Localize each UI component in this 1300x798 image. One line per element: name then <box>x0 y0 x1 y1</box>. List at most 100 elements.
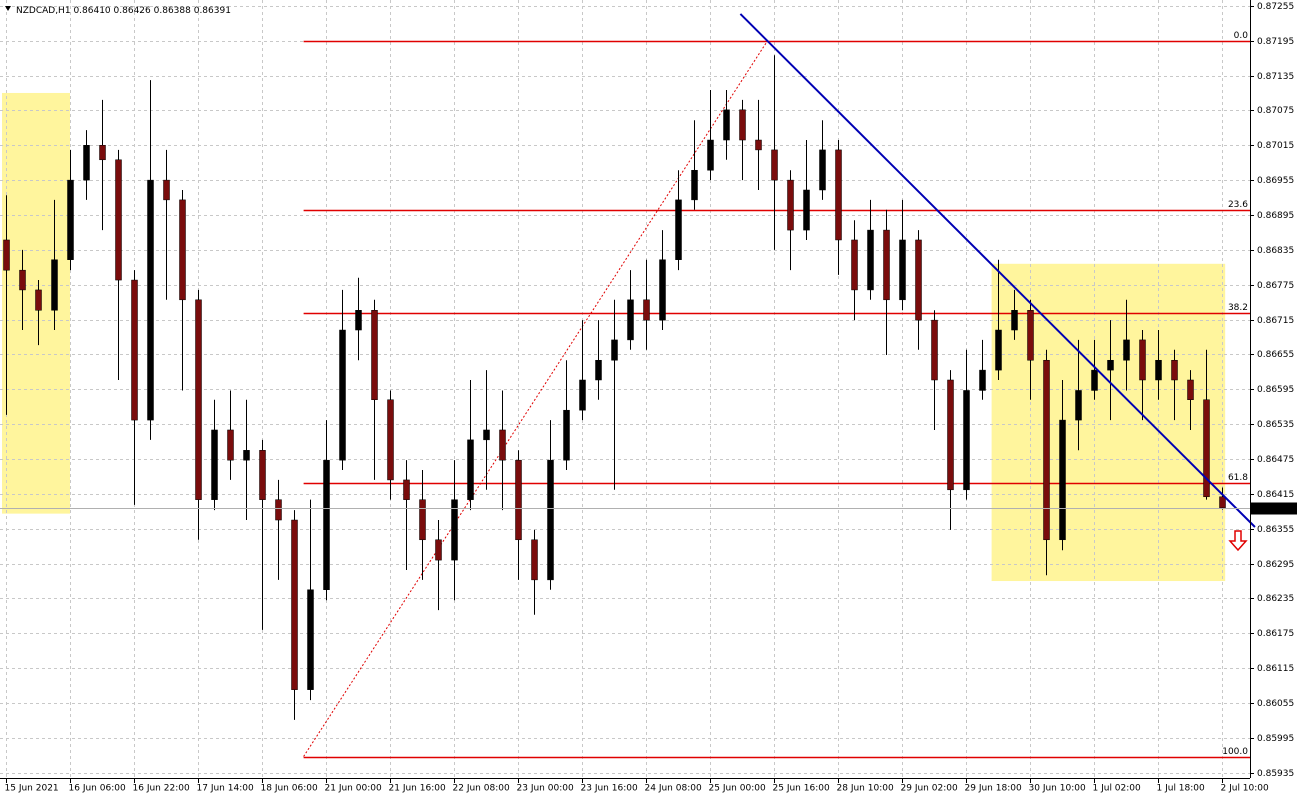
candle-body <box>1187 379 1194 400</box>
fib-label: 23.6 <box>1228 200 1248 210</box>
candle-body <box>99 145 106 161</box>
fib-label: 100.0 <box>1222 747 1248 757</box>
candle-body <box>643 299 650 321</box>
candle-body <box>963 390 970 491</box>
candle-body <box>147 179 154 421</box>
candle-body <box>931 319 938 381</box>
candle-body <box>483 429 490 441</box>
candle-body <box>1027 310 1034 361</box>
candle-body <box>467 439 474 500</box>
candle-body <box>451 499 458 561</box>
high: 0.86426 <box>114 6 151 16</box>
candle-body <box>1155 359 1162 381</box>
y-tick-label: 0.86775 <box>1257 281 1294 291</box>
candle-body <box>1011 310 1018 331</box>
header-icon <box>5 6 11 11</box>
candle-body <box>899 239 906 301</box>
candle-body <box>819 149 826 191</box>
candle-body <box>867 229 874 291</box>
candle-body <box>355 310 362 331</box>
candle-body <box>1043 359 1050 541</box>
fib-label: 38.2 <box>1228 303 1248 313</box>
y-tick-label: 0.86535 <box>1257 420 1294 430</box>
x-tick-label: 21 Jun 16:00 <box>389 784 446 794</box>
candle-body <box>1203 399 1210 498</box>
candle-body <box>803 189 810 231</box>
x-tick-label: 29 Jun 02:00 <box>901 784 958 794</box>
candle-body <box>3 239 10 271</box>
candle-body <box>787 179 794 231</box>
candle-body <box>883 229 890 301</box>
fibonacci: 0.0 23.6 38.2 61.8 100.0 <box>303 31 1250 759</box>
x-tick-label: 18 Jun 06:00 <box>261 784 318 794</box>
candle-body <box>387 399 394 481</box>
candle-body <box>611 339 618 361</box>
candle-body <box>115 159 122 281</box>
y-tick-label: 0.86235 <box>1257 594 1294 604</box>
x-tick-label: 17 Jun 14:00 <box>197 784 254 794</box>
x-tick-label: 16 Jun 06:00 <box>69 784 126 794</box>
candle-body <box>675 199 682 260</box>
y-tick-label: 0.86295 <box>1257 560 1294 570</box>
low: 0.86388 <box>154 6 191 16</box>
price-label: 0.86391 <box>1255 504 1292 514</box>
x-tick-label: 24 Jun 08:00 <box>645 784 702 794</box>
candle-body <box>1171 359 1178 381</box>
price-box <box>1251 502 1297 515</box>
candle-body <box>995 329 1002 371</box>
x-tick-label: 29 Jun 18:00 <box>965 784 1022 794</box>
candle-body <box>19 269 26 291</box>
candle-body <box>851 239 858 291</box>
candle-body <box>51 259 58 311</box>
trendline <box>739 13 1256 528</box>
overlays: 0.86391 <box>0 13 1297 528</box>
x-tick-label: 1 Jul 18:00 <box>1157 784 1206 794</box>
y-tick-label: 0.85995 <box>1257 734 1294 744</box>
y-tick-label: 0.86475 <box>1257 455 1294 465</box>
y-tick-label: 0.87195 <box>1257 37 1294 47</box>
candles <box>3 55 1226 720</box>
y-tick-label: 0.87015 <box>1257 141 1294 151</box>
open: 0.86410 <box>73 6 110 16</box>
y-tick-label: 0.86715 <box>1257 316 1294 326</box>
candle-body <box>771 149 778 181</box>
candle-body <box>1123 339 1130 361</box>
x-tick-label: 2 Jul 10:00 <box>1221 784 1270 794</box>
candle-body <box>1091 369 1098 391</box>
y-tick-label: 0.87075 <box>1257 106 1294 116</box>
candle-body <box>275 499 282 521</box>
candle-body <box>403 479 410 500</box>
candle-body <box>1059 419 1066 541</box>
candle-body <box>259 450 266 500</box>
y-tick-label: 0.86655 <box>1257 350 1294 360</box>
fib-label: 0.0 <box>1234 31 1249 41</box>
y-tick-label: 0.86415 <box>1257 490 1294 500</box>
x-tick-label: 25 Jun 00:00 <box>709 784 766 794</box>
y-tick-label: 0.86115 <box>1257 664 1294 674</box>
y-tick-label: 0.86175 <box>1257 629 1294 639</box>
candle-body <box>707 139 714 171</box>
y-tick-label: 0.87255 <box>1257 2 1294 12</box>
candle-body <box>307 589 314 690</box>
candle-body <box>579 379 586 411</box>
y-tick-label: 0.85935 <box>1257 769 1294 779</box>
candle-body <box>35 289 42 311</box>
x-tick-label: 1 Jul 02:00 <box>1093 784 1142 794</box>
candle-body <box>835 149 842 241</box>
candle-body <box>67 179 74 260</box>
y-tick-label: 0.86355 <box>1257 525 1294 535</box>
candle-body <box>1139 339 1146 381</box>
candle-body <box>339 329 346 461</box>
candle-body <box>83 145 90 181</box>
candle-body <box>563 409 570 461</box>
candle-body <box>531 539 538 581</box>
candle-body <box>1219 496 1226 509</box>
candle-body <box>659 259 666 321</box>
x-tick-label: 16 Jun 22:00 <box>133 784 190 794</box>
candle-body <box>1075 390 1082 421</box>
x-tick-label: 15 Jun 2021 <box>5 784 59 794</box>
symbol: NZDCAD,H1 <box>16 6 71 16</box>
candle-body <box>547 459 554 581</box>
candle-body <box>227 429 234 461</box>
